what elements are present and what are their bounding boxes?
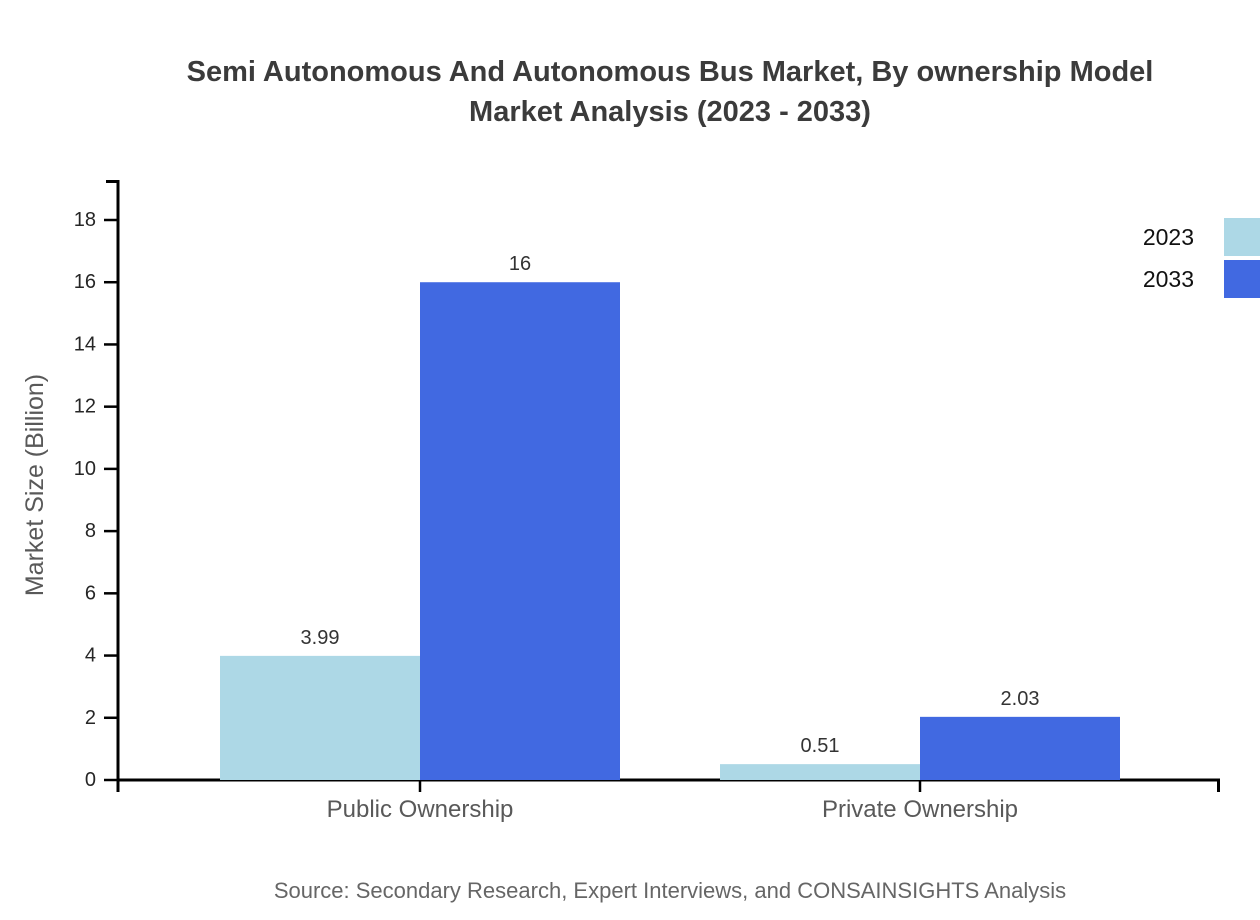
y-tick-label: 16 <box>74 271 96 293</box>
chart-title: Semi Autonomous And Autonomous Bus Marke… <box>80 52 1260 132</box>
legend-label: 2023 <box>1142 223 1194 250</box>
chart-legend: 2023 2033 <box>1143 218 1260 298</box>
y-tick-label: 12 <box>74 396 96 418</box>
source-attribution: Source: Secondary Research, Expert Inter… <box>273 878 1067 903</box>
chart-title-line1: Semi Autonomous And Autonomous Bus Marke… <box>186 56 1154 88</box>
y-tick-label: 2 <box>85 707 96 729</box>
bar-2023-public-ownership <box>220 655 420 780</box>
y-tick-label: 4 <box>85 645 96 667</box>
x-category-label: Public Ownership <box>327 796 514 823</box>
bar-value-label: 2.03 <box>1001 688 1040 710</box>
y-tick-label: 8 <box>85 520 96 542</box>
legend-item-2023: 2023 <box>1143 218 1260 256</box>
chart-title-line2: Market Analysis (2023 - 2033) <box>469 96 871 128</box>
y-tick-label: 14 <box>74 333 96 355</box>
legend-label: 2033 <box>1142 265 1194 292</box>
bar-value-label: 16 <box>509 253 531 275</box>
x-category-label: Private Ownership <box>822 796 1018 823</box>
bar-2033-private-ownership <box>920 716 1120 780</box>
y-tick-label: 10 <box>74 458 96 480</box>
legend-swatch <box>1224 218 1260 256</box>
bar-value-label: 0.51 <box>801 735 840 757</box>
y-tick-label: 6 <box>85 582 96 604</box>
bar-2033-public-ownership <box>420 282 620 780</box>
legend-item-2033: 2033 <box>1143 260 1260 298</box>
legend-swatch <box>1224 260 1260 298</box>
bar-2023-private-ownership <box>720 764 920 780</box>
y-tick-label: 0 <box>85 769 96 791</box>
y-tick-label: 18 <box>74 209 96 231</box>
bar-value-label: 3.99 <box>301 627 340 649</box>
